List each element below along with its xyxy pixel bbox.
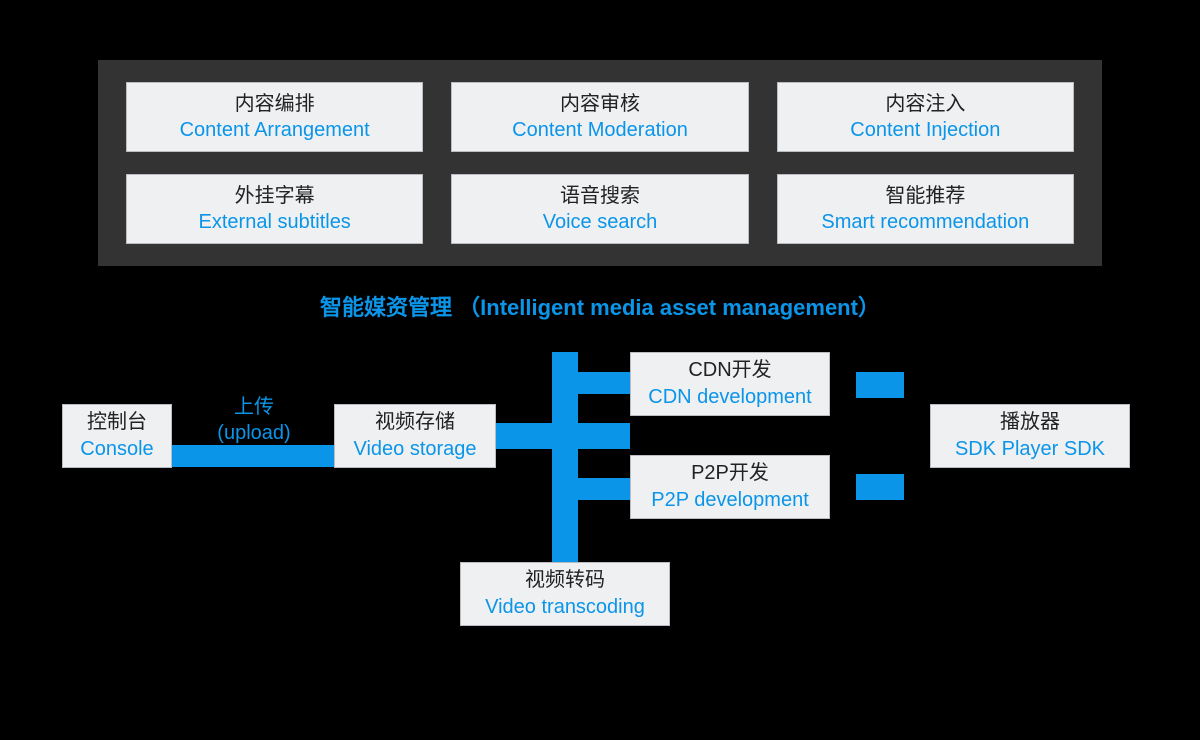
box-en: P2P development xyxy=(651,487,809,514)
feature-content-injection: 内容注入 Content Injection xyxy=(777,82,1074,152)
feature-en: Content Moderation xyxy=(512,117,688,143)
feature-cn: 语音搜索 xyxy=(560,183,640,209)
feature-voice-search: 语音搜索 Voice search xyxy=(451,174,748,244)
box-cn: CDN开发 xyxy=(688,357,771,384)
top-feature-panel: 内容编排 Content Arrangement 内容审核 Content Mo… xyxy=(98,60,1102,266)
connector-to-cdn xyxy=(578,372,630,394)
feature-en: Content Injection xyxy=(850,117,1000,143)
upload-en: (upload) xyxy=(194,420,314,446)
box-cdn-dev: CDN开发 CDN development xyxy=(630,352,830,416)
feature-cn: 智能推荐 xyxy=(885,183,965,209)
feature-en: External subtitles xyxy=(199,209,351,235)
section-title: 智能媒资管理 （Intelligent media asset manageme… xyxy=(0,290,1200,322)
box-cn: 播放器 xyxy=(1000,409,1060,436)
feature-en: Content Arrangement xyxy=(180,117,370,143)
connector-to-p2p xyxy=(578,478,630,500)
connector-cross-vertical xyxy=(552,352,578,562)
feature-cn: 内容编排 xyxy=(235,91,315,117)
box-player-sdk: 播放器 SDK Player SDK xyxy=(930,404,1130,468)
box-video-storage: 视频存储 Video storage xyxy=(334,404,496,468)
box-cn: 控制台 xyxy=(87,409,147,436)
feature-external-subtitles: 外挂字幕 External subtitles xyxy=(126,174,423,244)
box-cn: 视频存储 xyxy=(375,409,455,436)
feature-cn: 内容审核 xyxy=(560,91,640,117)
box-en: SDK Player SDK xyxy=(955,436,1105,463)
box-en: Video transcoding xyxy=(485,594,645,621)
box-cn: 视频转码 xyxy=(525,567,605,594)
connector-p2p-player xyxy=(856,474,904,500)
feature-cn: 外挂字幕 xyxy=(235,183,315,209)
feature-en: Voice search xyxy=(543,209,658,235)
box-en: Console xyxy=(80,436,153,463)
feature-cn: 内容注入 xyxy=(885,91,965,117)
box-console: 控制台 Console xyxy=(62,404,172,468)
feature-smart-recommendation: 智能推荐 Smart recommendation xyxy=(777,174,1074,244)
box-p2p-dev: P2P开发 P2P development xyxy=(630,455,830,519)
connector-cdn-player xyxy=(856,372,904,398)
connector-console-upload xyxy=(172,445,334,467)
feature-content-arrangement: 内容编排 Content Arrangement xyxy=(126,82,423,152)
upload-cn: 上传 xyxy=(194,394,314,420)
box-en: CDN development xyxy=(648,384,811,411)
box-en: Video storage xyxy=(353,436,476,463)
upload-label: 上传 (upload) xyxy=(194,394,314,446)
box-video-transcoding: 视频转码 Video transcoding xyxy=(460,562,670,626)
box-cn: P2P开发 xyxy=(691,460,769,487)
feature-en: Smart recommendation xyxy=(821,209,1029,235)
feature-content-moderation: 内容审核 Content Moderation xyxy=(451,82,748,152)
